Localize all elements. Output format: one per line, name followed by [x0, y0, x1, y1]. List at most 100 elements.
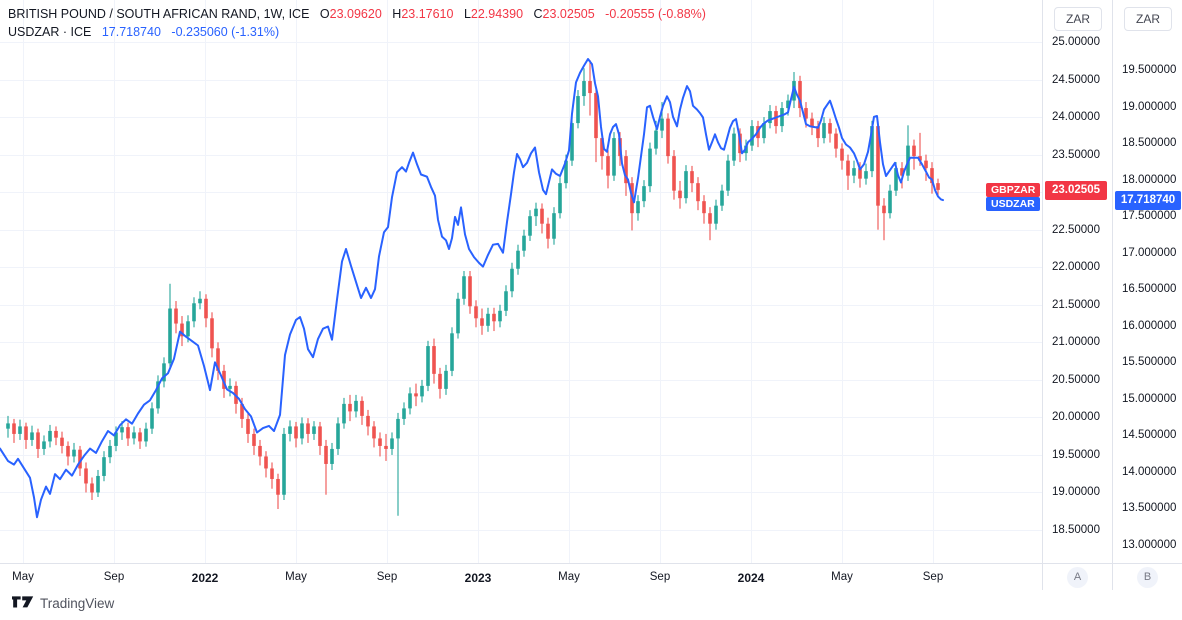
candle-body: [864, 171, 868, 179]
time-tick-month: May: [12, 571, 34, 583]
candle-body: [654, 130, 658, 149]
candle-body: [420, 385, 424, 397]
time-tick-year: 2022: [191, 571, 219, 585]
candle-body: [42, 441, 46, 449]
candle-body: [96, 475, 100, 493]
candle-body: [810, 118, 814, 127]
time-tick-month: May: [558, 571, 580, 583]
candle-body: [594, 93, 598, 139]
legend-main-series: BRITISH POUND / SOUTH AFRICAN RAND, 1W, …: [8, 5, 706, 23]
candle-body: [306, 423, 310, 434]
tradingview-logo-icon: [12, 596, 34, 608]
candle-body: [732, 133, 736, 161]
candle-body: [576, 96, 580, 124]
candle-body: [516, 250, 520, 269]
candle-body: [30, 432, 34, 440]
candle-body: [690, 171, 694, 184]
candle-body: [24, 426, 28, 440]
candle-body: [900, 168, 904, 176]
candle-body: [918, 156, 922, 161]
time-tick-month: May: [285, 571, 307, 583]
time-tick-month: Sep: [103, 571, 125, 583]
usdzar-last-price-badge: 17.718740: [1115, 190, 1181, 210]
price-chart[interactable]: [0, 0, 1042, 563]
candle-body: [582, 81, 586, 97]
candle-body: [636, 201, 640, 214]
currency-button-zar-2[interactable]: ZAR: [1124, 7, 1172, 31]
time-tick-month: Sep: [649, 571, 671, 583]
candle-body: [432, 346, 436, 374]
candle-body: [228, 385, 232, 389]
price-tick-label: 14.500000: [1122, 429, 1177, 442]
candle-body: [72, 449, 76, 457]
candle-body: [36, 432, 40, 449]
candle-body: [660, 118, 664, 131]
close-value: 23.02505: [542, 7, 595, 21]
candle-body: [486, 313, 490, 326]
overlay-symbol-title[interactable]: USDZAR · ICE: [8, 25, 92, 39]
price-tick-label: 19.500000: [1122, 64, 1177, 76]
candle-body: [498, 310, 502, 322]
candle-body: [558, 183, 562, 214]
time-tick-month: Sep: [922, 571, 944, 583]
candle-body: [180, 323, 184, 337]
tradingview-logo-text: TradingView: [40, 596, 115, 611]
candle-body: [246, 418, 250, 434]
candle-body: [600, 138, 604, 157]
candle-body: [150, 408, 154, 429]
price-scale-gbpzar[interactable]: ZAR 25.00000 24.50000 24.00000 23.50000 23.0…: [1042, 0, 1112, 563]
price-tick-label: 19.00000: [1052, 486, 1100, 499]
candle-body: [84, 468, 88, 484]
candle-body: [318, 426, 322, 446]
candle-body: [852, 168, 856, 176]
grid: [0, 0, 1042, 563]
candle-body: [696, 183, 700, 202]
candle-body: [366, 415, 370, 427]
candle-body: [768, 111, 772, 124]
price-tick-label: 15.500000: [1122, 356, 1177, 369]
gbpzar-series-label: GBPZAR: [986, 182, 1041, 197]
close-label: C: [533, 7, 543, 21]
high-value: 23.17610: [401, 7, 454, 21]
high-label: H: [392, 7, 402, 21]
candle-body: [924, 160, 928, 169]
candle-body: [504, 291, 508, 311]
symbol-title[interactable]: BRITISH POUND / SOUTH AFRICAN RAND, 1W, …: [8, 7, 310, 21]
candle-body: [78, 449, 82, 469]
price-tick-label: 19.000000: [1122, 100, 1177, 113]
candle-body: [276, 478, 280, 495]
candle-body: [762, 123, 766, 139]
candle-body: [888, 190, 892, 214]
candle-body: [570, 123, 574, 161]
time-axis[interactable]: May Sep 2022 May Sep 2023 May Sep 2024 May Sep A B: [0, 563, 1182, 592]
candle-body: [522, 235, 526, 251]
candle-body: [90, 483, 94, 493]
candle-body: [726, 160, 730, 191]
candle-body: [834, 133, 838, 149]
open-label: O: [319, 7, 330, 21]
change-value: -0.20555 (-0.88%): [605, 7, 706, 21]
price-tick-label: 24.50000: [1052, 73, 1100, 86]
price-tick-label: 19.50000: [1052, 448, 1100, 461]
candle-body: [132, 432, 136, 439]
price-scale-usdzar[interactable]: ZAR 19.500000 19.000000 18.500000 18.000000…: [1112, 0, 1182, 563]
candle-body: [138, 432, 142, 442]
candle-body: [684, 171, 688, 199]
candle-body: [444, 370, 448, 389]
price-tick-label: 18.500000: [1122, 137, 1177, 150]
candle-body: [540, 208, 544, 224]
candle-body: [120, 427, 124, 433]
scale-a-button[interactable]: A: [1067, 567, 1088, 588]
candle-body: [264, 456, 268, 469]
candle-body: [354, 400, 358, 412]
tradingview-logo-link[interactable]: TradingView: [12, 596, 114, 611]
time-tick-month: May: [831, 571, 853, 583]
price-tick-label: 21.00000: [1052, 336, 1100, 349]
candle-body: [642, 186, 646, 202]
currency-button-zar-1[interactable]: ZAR: [1054, 7, 1102, 31]
chart-legend: BRITISH POUND / SOUTH AFRICAN RAND, 1W, …: [8, 5, 706, 41]
scale-a-cell: A: [1042, 564, 1112, 591]
candle-body: [846, 160, 850, 176]
candle-body: [786, 100, 790, 109]
scale-b-button[interactable]: B: [1137, 567, 1158, 588]
